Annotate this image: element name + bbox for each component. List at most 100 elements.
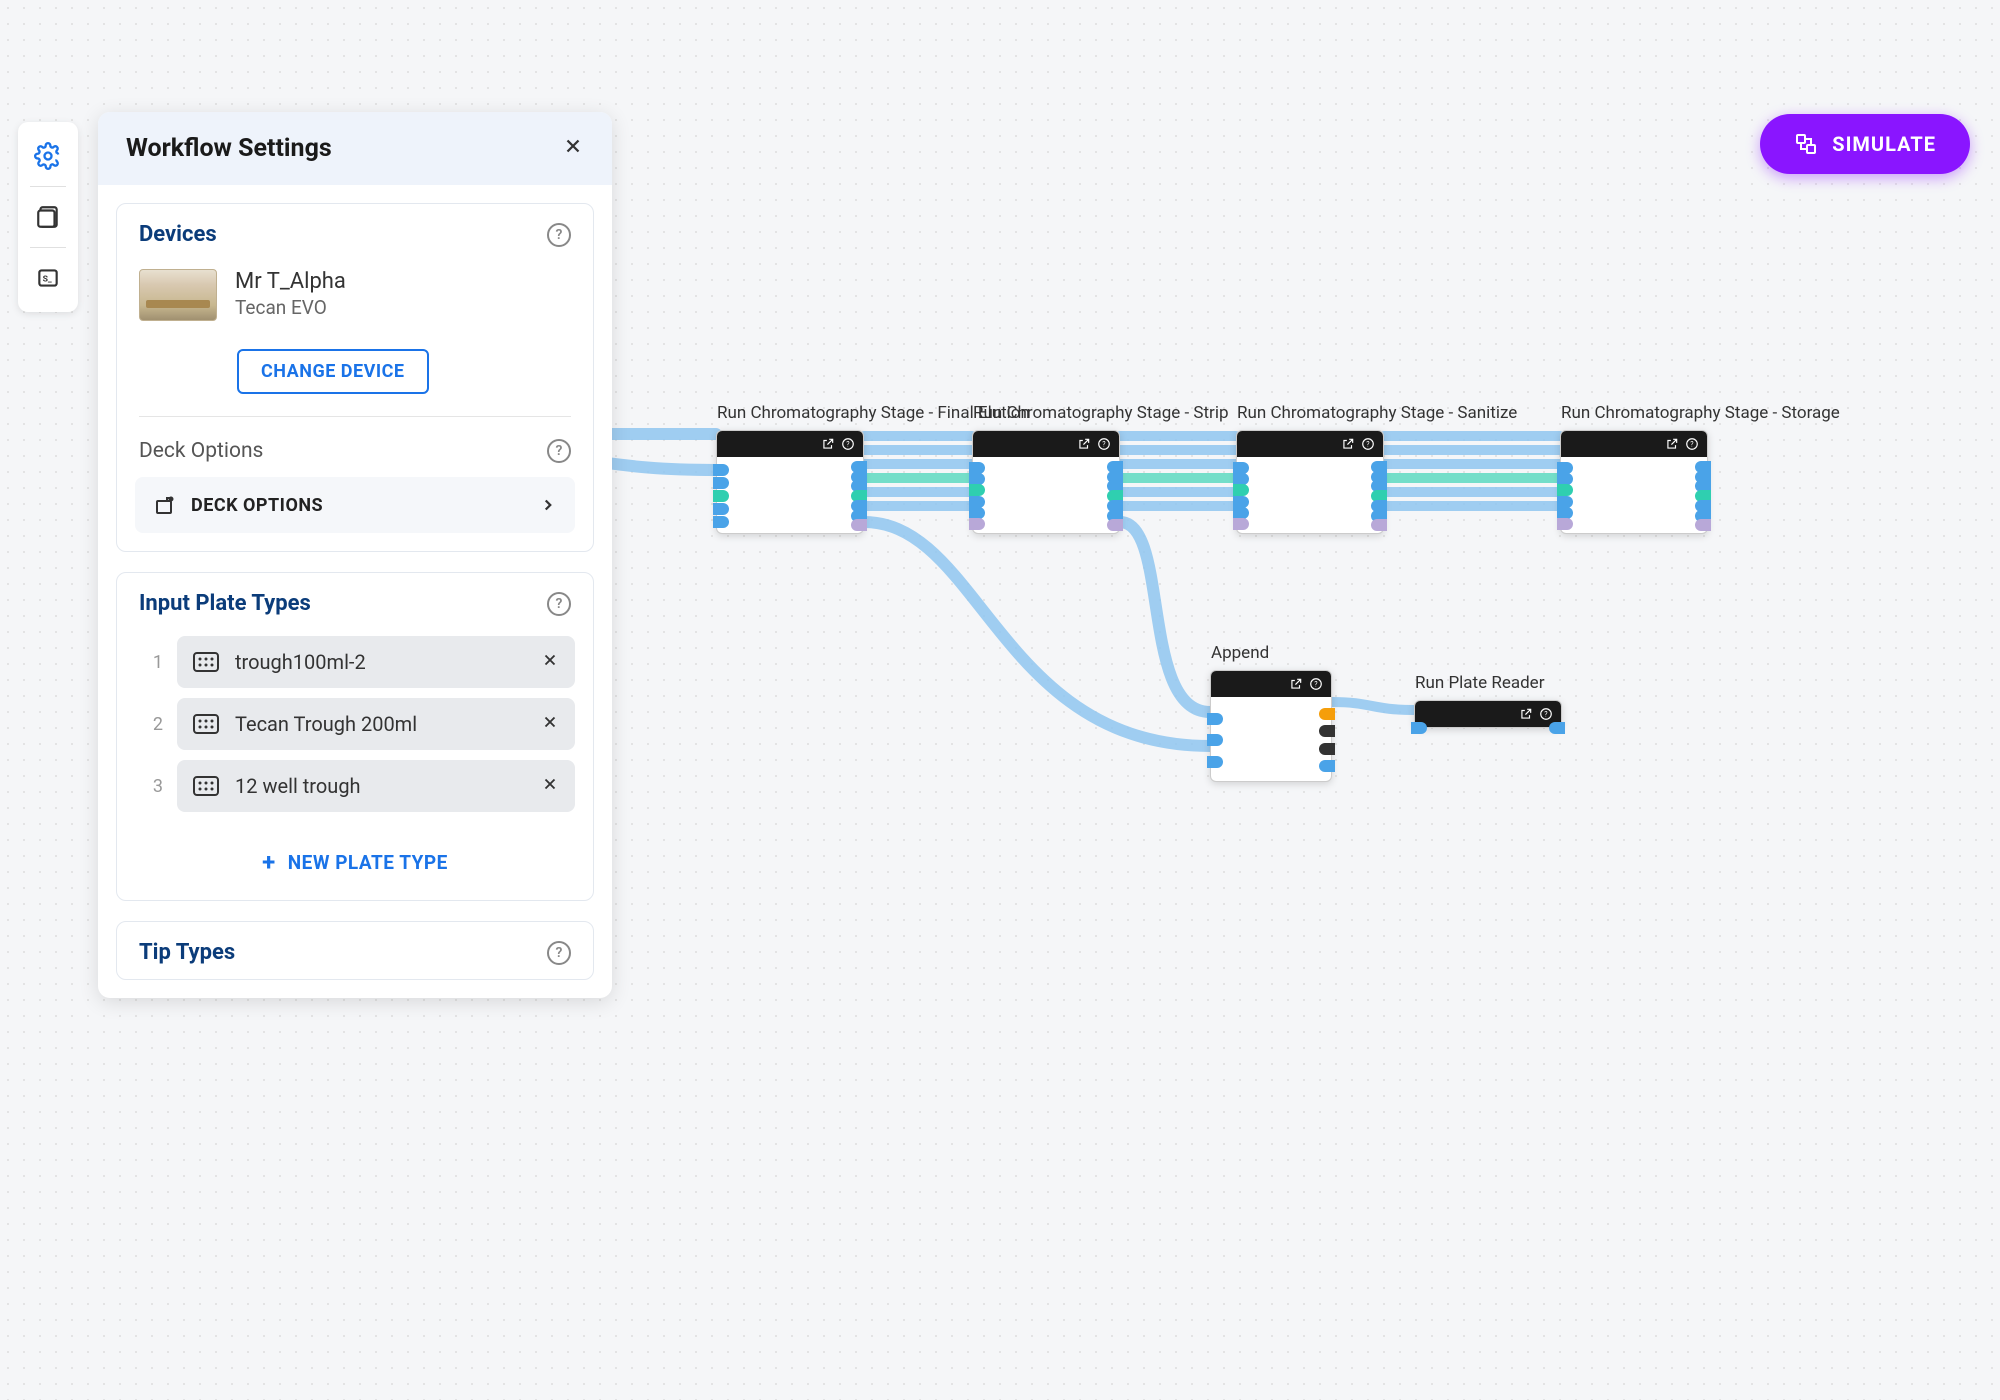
close-panel-button[interactable]	[562, 135, 584, 163]
panel-title: Workflow Settings	[126, 134, 332, 163]
settings-tab-button[interactable]	[26, 134, 70, 178]
node-help-icon[interactable]: ?	[841, 437, 855, 451]
simulate-button[interactable]: SIMULATE	[1760, 114, 1970, 174]
workflow-node[interactable]: Run Chromatography Stage - Strip ?	[972, 430, 1120, 534]
script-tab-button[interactable]: S_	[26, 256, 70, 300]
svg-text:?: ?	[846, 440, 850, 448]
node-output-port[interactable]	[1695, 519, 1711, 531]
node-input-port[interactable]	[1233, 518, 1249, 530]
devices-heading: Devices	[139, 222, 217, 247]
plate-remove-button[interactable]	[541, 712, 559, 736]
plate-remove-button[interactable]	[541, 650, 559, 674]
node-help-icon[interactable]: ?	[1097, 437, 1111, 451]
tip-types-help-button[interactable]: ?	[547, 941, 571, 965]
plate-icon	[193, 714, 219, 734]
change-device-button[interactable]: CHANGE DEVICE	[237, 349, 429, 394]
node-help-icon[interactable]: ?	[1685, 437, 1699, 451]
workflow-node[interactable]: Append ?	[1210, 670, 1332, 782]
plate-index: 1	[135, 652, 163, 673]
plate-name: 12 well trough	[235, 774, 525, 798]
node-help-icon[interactable]: ?	[1309, 677, 1323, 691]
plate-name: trough100ml-2	[235, 650, 525, 674]
node-input-port[interactable]	[969, 518, 985, 530]
node-input-port[interactable]	[1557, 496, 1573, 508]
device-thumbnail	[139, 269, 217, 321]
workflow-node[interactable]: Run Plate Reader ?	[1414, 700, 1562, 728]
notebook-icon	[35, 204, 61, 230]
chevron-right-icon	[539, 496, 557, 514]
devices-card: Devices ? Mr T_Alpha Tecan EVO CHANGE DE…	[116, 203, 594, 552]
node-output-port[interactable]	[1107, 519, 1123, 531]
close-icon	[562, 135, 584, 157]
node-input-port[interactable]	[1207, 756, 1223, 768]
deck-options-button[interactable]: DECK OPTIONS	[135, 477, 575, 533]
node-title: Run Chromatography Stage - Storage	[1561, 403, 1840, 423]
deck-options-help-button[interactable]: ?	[547, 439, 571, 463]
node-title: Append	[1211, 643, 1269, 663]
node-input-port[interactable]	[713, 503, 729, 515]
node-output-port[interactable]	[1549, 722, 1565, 734]
node-help-icon[interactable]: ?	[1539, 707, 1553, 721]
external-link-icon[interactable]	[1665, 437, 1679, 451]
workflow-node[interactable]: Run Chromatography Stage - Storage ?	[1560, 430, 1708, 534]
simulate-label: SIMULATE	[1832, 132, 1936, 156]
node-input-port[interactable]	[1207, 734, 1223, 746]
svg-text:?: ?	[1102, 440, 1106, 448]
external-link-icon[interactable]	[1289, 677, 1303, 691]
node-input-port[interactable]	[713, 490, 729, 502]
plate-row: 2 Tecan Trough 200ml	[135, 698, 575, 750]
devices-help-button[interactable]: ?	[547, 223, 571, 247]
node-input-port[interactable]	[1557, 518, 1573, 530]
node-input-port[interactable]	[713, 464, 729, 476]
node-input-port[interactable]	[1411, 722, 1427, 734]
svg-text:?: ?	[1690, 440, 1694, 448]
device-name: Mr T_Alpha	[235, 269, 571, 294]
node-header: ?	[973, 431, 1119, 457]
panel-header: Workflow Settings	[98, 112, 612, 185]
node-input-port[interactable]	[713, 516, 729, 528]
toolbar-divider	[30, 186, 66, 187]
workflow-node[interactable]: Run Chromatography Stage - Sanitize ?	[1236, 430, 1384, 534]
new-plate-type-button[interactable]: + NEW PLATE TYPE	[117, 828, 593, 900]
node-input-port[interactable]	[1557, 507, 1573, 519]
node-input-port[interactable]	[969, 507, 985, 519]
plate-index: 2	[135, 714, 163, 735]
node-input-port[interactable]	[1233, 496, 1249, 508]
plate-remove-button[interactable]	[541, 774, 559, 798]
plate-chip[interactable]: Tecan Trough 200ml	[177, 698, 575, 750]
tip-types-card: Tip Types ?	[116, 921, 594, 980]
workflow-node[interactable]: Run Chromatography Stage - Final Elution…	[716, 430, 864, 534]
plate-chip[interactable]: trough100ml-2	[177, 636, 575, 688]
node-title: Run Plate Reader	[1415, 673, 1544, 693]
node-input-port[interactable]	[969, 496, 985, 508]
plate-row: 3 12 well trough	[135, 760, 575, 812]
plate-chip[interactable]: 12 well trough	[177, 760, 575, 812]
external-link-icon[interactable]	[1077, 437, 1091, 451]
node-output-port[interactable]	[1319, 760, 1335, 772]
svg-text:?: ?	[1544, 710, 1548, 718]
deck-icon	[153, 493, 177, 517]
node-input-port[interactable]	[969, 484, 985, 496]
plate-types-help-button[interactable]: ?	[547, 592, 571, 616]
node-help-icon[interactable]: ?	[1361, 437, 1375, 451]
node-input-port[interactable]	[1233, 484, 1249, 496]
node-output-port[interactable]	[1371, 519, 1387, 531]
external-link-icon[interactable]	[1519, 707, 1533, 721]
node-input-port[interactable]	[713, 477, 729, 489]
deck-options-label: DECK OPTIONS	[191, 495, 525, 516]
node-input-port[interactable]	[1207, 713, 1223, 725]
node-header: ?	[1211, 671, 1331, 697]
node-output-port[interactable]	[1319, 708, 1335, 720]
node-input-port[interactable]	[1557, 484, 1573, 496]
external-link-icon[interactable]	[1341, 437, 1355, 451]
node-output-port[interactable]	[1319, 725, 1335, 737]
notebook-tab-button[interactable]	[26, 195, 70, 239]
node-header: ?	[1561, 431, 1707, 457]
node-input-port[interactable]	[1233, 507, 1249, 519]
external-link-icon[interactable]	[821, 437, 835, 451]
node-output-port[interactable]	[851, 519, 867, 531]
node-output-port[interactable]	[1319, 743, 1335, 755]
device-model: Tecan EVO	[235, 296, 571, 319]
gear-icon	[34, 142, 62, 170]
tip-types-heading: Tip Types	[139, 940, 235, 965]
